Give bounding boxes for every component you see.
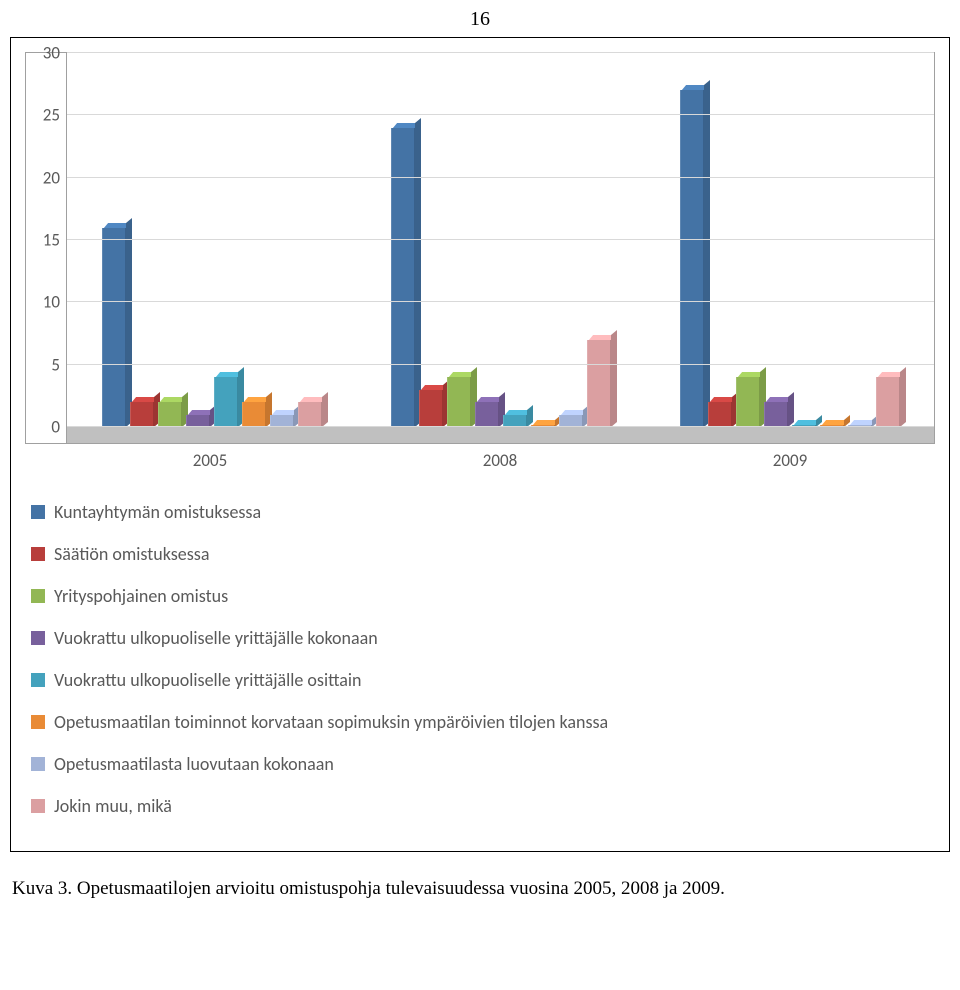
grid-line — [67, 239, 934, 240]
legend: Kuntayhtymän omistuksessa Säätiön omistuk… — [25, 501, 935, 817]
x-tick-label: 2009 — [645, 444, 935, 471]
legend-item: Yrityspohjainen omistus — [31, 585, 935, 607]
bar — [587, 340, 611, 427]
y-tick-label: 10 — [43, 292, 60, 313]
bar — [242, 402, 266, 427]
legend-swatch — [31, 799, 45, 813]
bar — [708, 402, 732, 427]
bar — [475, 402, 499, 427]
legend-label: Opetusmaatilasta luovutaan kokonaan — [54, 753, 334, 775]
bar — [391, 128, 415, 427]
bar — [419, 390, 443, 427]
bar — [447, 377, 471, 427]
grid-line — [67, 52, 934, 53]
figure-caption: Kuva 3. Opetusmaatilojen arvioitu omistu… — [12, 866, 948, 912]
bar — [130, 402, 154, 427]
y-tick-label: 20 — [43, 167, 60, 188]
legend-swatch — [31, 631, 45, 645]
legend-label: Kuntayhtymän omistuksessa — [54, 501, 261, 523]
legend-label: Säätiön omistuksessa — [54, 543, 209, 565]
legend-item: Vuokrattu ulkopuoliselle yrittäjälle osi… — [31, 669, 935, 691]
y-tick-label: 25 — [43, 105, 60, 126]
legend-swatch — [31, 547, 45, 561]
bar-group — [645, 53, 934, 427]
chart-frame: 051015202530 — [25, 52, 935, 444]
legend-label: Vuokrattu ulkopuoliselle yrittäjälle kok… — [54, 627, 378, 649]
grid-line — [67, 114, 934, 115]
grid-line — [67, 301, 934, 302]
bar — [102, 228, 126, 427]
bar — [680, 90, 704, 427]
bar — [736, 377, 760, 427]
legend-swatch — [31, 715, 45, 729]
plot-area — [66, 53, 934, 444]
y-tick-label: 0 — [51, 417, 60, 438]
y-tick-label: 15 — [43, 230, 60, 251]
legend-swatch — [31, 505, 45, 519]
grid-line — [67, 426, 934, 427]
x-axis-labels: 200520082009 — [65, 444, 935, 471]
bar — [876, 377, 900, 427]
y-tick-label: 30 — [43, 43, 60, 64]
legend-swatch — [31, 757, 45, 771]
legend-label: Opetusmaatilan toiminnot korvataan sopim… — [54, 711, 608, 733]
legend-label: Yrityspohjainen omistus — [54, 585, 228, 607]
y-axis: 051015202530 — [26, 53, 66, 443]
bar-group — [67, 53, 356, 427]
bar — [214, 377, 238, 427]
legend-item: Vuokrattu ulkopuoliselle yrittäjälle kok… — [31, 627, 935, 649]
x-tick-label: 2008 — [355, 444, 645, 471]
bar — [158, 402, 182, 427]
legend-swatch — [31, 673, 45, 687]
grid-line — [67, 364, 934, 365]
x-tick-label: 2005 — [65, 444, 355, 471]
legend-item: Opetusmaatilan toiminnot korvataan sopim… — [31, 711, 935, 733]
y-tick-label: 5 — [51, 354, 60, 375]
chart-container: 0 5 10 15 20 25 30 200520082009 Kuntayhtymän o… — [10, 37, 950, 852]
bar — [298, 402, 322, 427]
legend-label: Vuokrattu ulkopuoliselle yrittäjälle osi… — [54, 669, 361, 691]
bar — [764, 402, 788, 427]
chart-floor — [67, 426, 934, 443]
legend-swatch — [31, 589, 45, 603]
bar-groups — [67, 53, 934, 427]
legend-item: Jokin muu, mikä — [31, 795, 935, 817]
legend-item: Säätiön omistuksessa — [31, 543, 935, 565]
page-number: 16 — [0, 8, 960, 31]
legend-item: Opetusmaatilasta luovutaan kokonaan — [31, 753, 935, 775]
legend-item: Kuntayhtymän omistuksessa — [31, 501, 935, 523]
bar-group — [356, 53, 645, 427]
legend-label: Jokin muu, mikä — [54, 795, 172, 817]
grid-line — [67, 177, 934, 178]
